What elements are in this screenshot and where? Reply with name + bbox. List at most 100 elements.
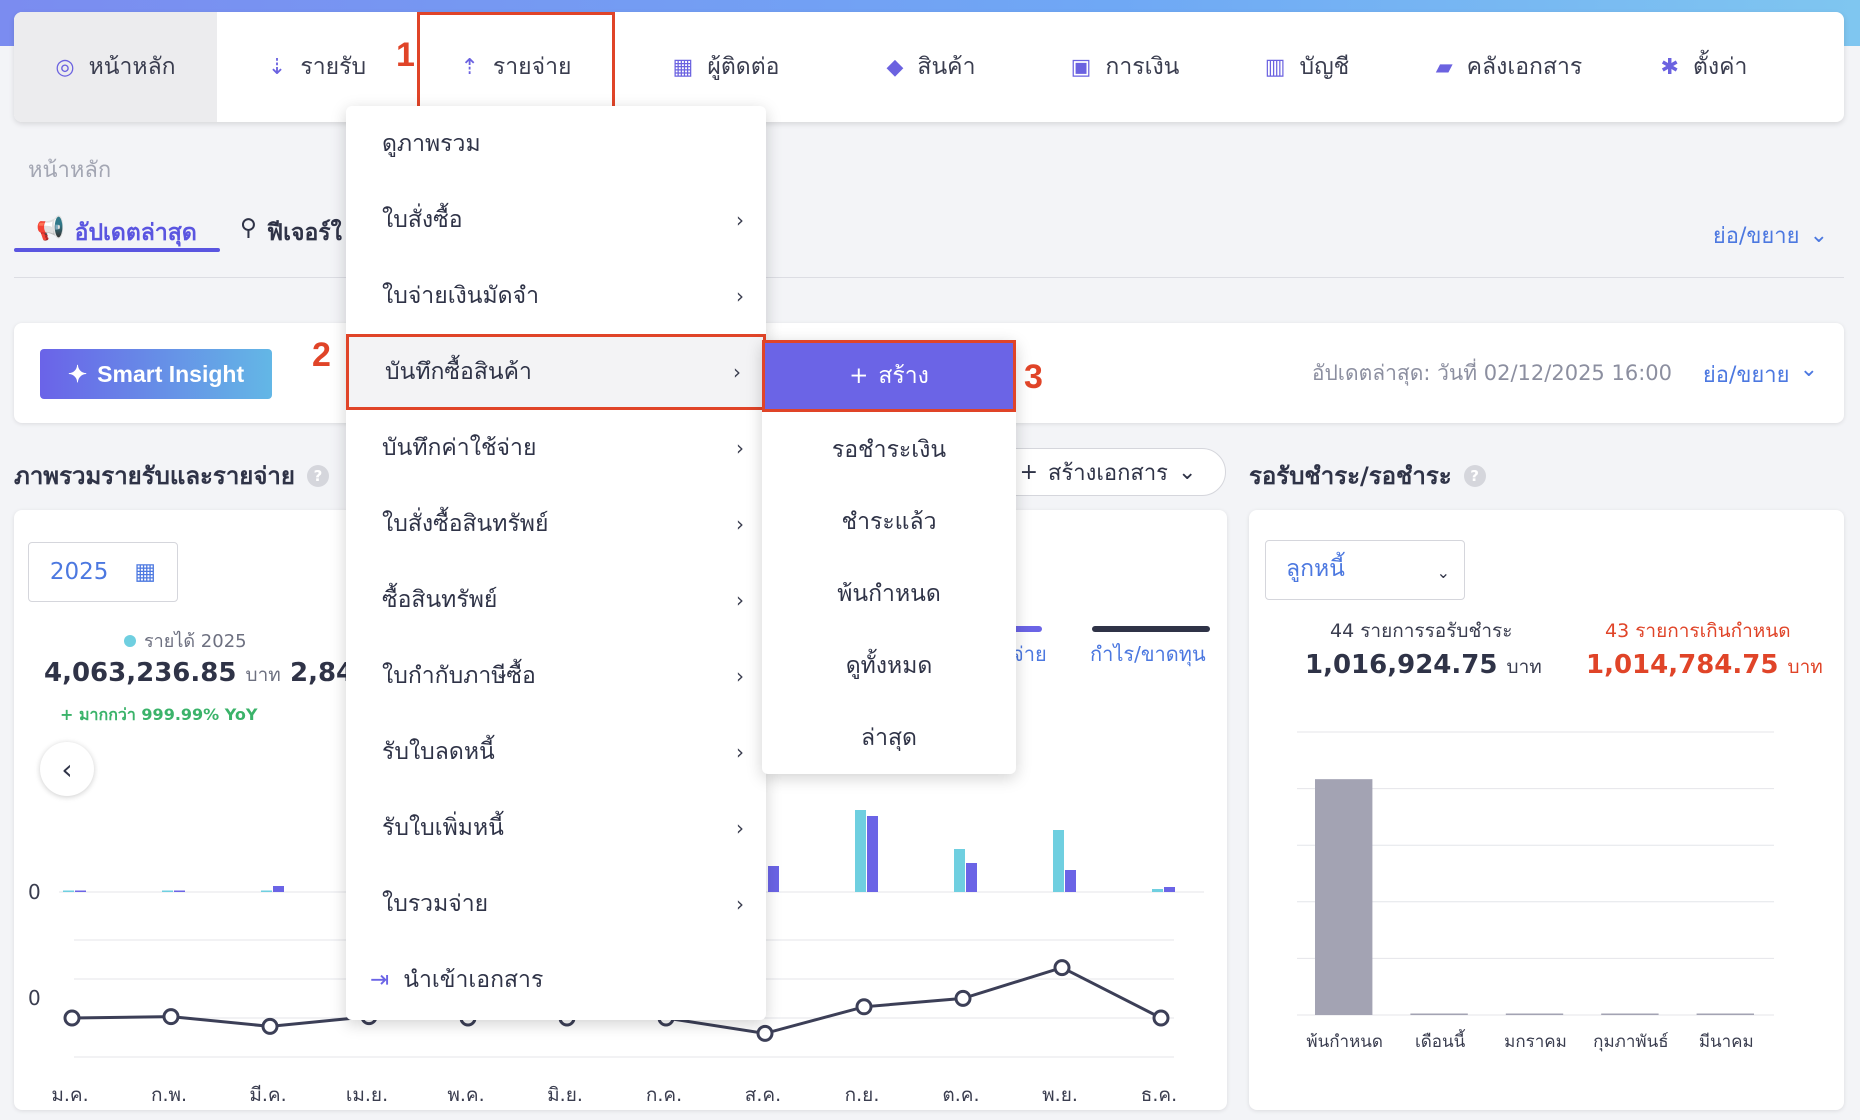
- tab-updates[interactable]: 📢 อัปเดตล่าสุด: [36, 215, 197, 251]
- y-tick-label: 0: [28, 880, 41, 904]
- chevron-down-icon: ⌄: [1809, 223, 1828, 248]
- overview-title-text: ภาพรวมรายรับและรายจ่าย: [14, 462, 295, 490]
- nav-products[interactable]: ◆ สินค้า: [837, 12, 1025, 122]
- step-marker-2: 2: [312, 336, 331, 374]
- yoy-change: + มากกว่า 999.99% YoY: [60, 705, 258, 724]
- profit-point: [954, 989, 972, 1007]
- create-document-button[interactable]: + สร้างเอกสาร ⌄: [990, 448, 1226, 496]
- submenu-overdue[interactable]: พ้นกำหนด: [762, 558, 1016, 630]
- menu-item-deposit-payment[interactable]: ใบจ่ายเงินมัดจำ ›: [346, 258, 766, 334]
- chevron-right-icon: ›: [736, 740, 744, 764]
- y-tick-label: 0: [28, 986, 41, 1010]
- menu-item-label: ดูภาพรวม: [382, 131, 481, 157]
- collapse-toggle[interactable]: ย่อ/ขยาย ⌄: [1713, 218, 1828, 253]
- magic-wand-icon: ✦: [67, 360, 88, 387]
- receivable-card: ลูกหนี้ ⌄ 44 รายการรอรับชำระ 1,016,924.7…: [1249, 510, 1844, 1110]
- menu-item-purchase-order[interactable]: ใบสั่งซื้อ ›: [346, 182, 766, 258]
- insight-collapse-toggle[interactable]: ย่อ/ขยาย ⌄: [1703, 357, 1818, 392]
- debtor-select-value: ลูกหนี้: [1286, 556, 1345, 582]
- menu-item-combined-payment[interactable]: ใบรวมจ่าย ›: [346, 866, 766, 942]
- submenu-create-button[interactable]: + สร้าง: [762, 340, 1016, 412]
- expense-legend-label: จ่าย: [1012, 642, 1047, 666]
- nav-finance[interactable]: ▣ การเงิน: [1025, 12, 1225, 122]
- nav-documents[interactable]: ▰ คลังเอกสาร: [1389, 12, 1629, 122]
- nav-label: คลังเอกสาร: [1466, 54, 1583, 80]
- profit-point: [1152, 1009, 1170, 1027]
- menu-item-label: ใบสั่งซื้อสินทรัพย์: [382, 511, 549, 537]
- x-tick-label: มกราคม: [1504, 1032, 1567, 1052]
- menu-item-purchase-record[interactable]: บันทึกซื้อสินค้า ›: [346, 334, 766, 410]
- submenu-label: ชำระแล้ว: [841, 509, 937, 535]
- submenu-awaiting-payment[interactable]: รอชำระเงิน: [762, 414, 1016, 486]
- tab-features[interactable]: ⚲ ฟีเจอร์ใ: [240, 215, 342, 251]
- nav-settings[interactable]: ✱ ตั้งค่า: [1629, 12, 1779, 122]
- smart-insight-button[interactable]: ✦ Smart Insight: [40, 349, 272, 399]
- smart-insight-label: Smart Insight: [97, 360, 245, 387]
- x-tick-label: พ้นกำหนด: [1306, 1032, 1383, 1052]
- nav-home[interactable]: ◎ หน้าหลัก: [14, 12, 217, 122]
- nav-label: รายจ่าย: [492, 54, 572, 80]
- submenu-latest[interactable]: ล่าสุด: [762, 702, 1016, 774]
- menu-item-overview[interactable]: ดูภาพรวม: [346, 106, 766, 182]
- expense-icon: ⇡: [460, 54, 479, 80]
- expense-dropdown-menu: ดูภาพรวม ใบสั่งซื้อ › ใบจ่ายเงินมัดจำ › …: [346, 106, 766, 1020]
- nav-label: ตั้งค่า: [1692, 54, 1748, 80]
- step-marker-3: 3: [1024, 358, 1043, 396]
- nav-income[interactable]: ⇣ รายรับ: [217, 12, 417, 122]
- x-tick-label: ส.ค.: [745, 1084, 781, 1106]
- dashboard-icon: ◎: [55, 54, 75, 80]
- chevron-right-icon: ›: [736, 208, 744, 232]
- help-icon[interactable]: ?: [306, 464, 329, 487]
- overview-title: ภาพรวมรายรับและรายจ่าย ?: [14, 456, 329, 495]
- x-tick-label: ม.ค.: [51, 1084, 88, 1106]
- x-tick-label: เดือนนี้: [1415, 1029, 1466, 1052]
- x-tick-label: พ.ย.: [1042, 1084, 1078, 1106]
- menu-item-asset-purchase[interactable]: ซื้อสินทรัพย์ ›: [346, 562, 766, 638]
- x-tick-label: มี.ค.: [249, 1084, 286, 1106]
- money-icon: ▣: [1070, 54, 1092, 80]
- nav-label: หน้าหลัก: [88, 54, 176, 80]
- menu-item-import-document[interactable]: ⇥ นำเข้าเอกสาร: [346, 942, 766, 1018]
- menu-item-expense-record[interactable]: บันทึกค่าใช้จ่าย ›: [346, 410, 766, 486]
- nav-contacts[interactable]: ▦ ผู้ติดต่อ: [615, 12, 837, 122]
- chevron-right-icon: ›: [736, 284, 744, 308]
- menu-item-credit-note[interactable]: รับใบลดหนี้ ›: [346, 714, 766, 790]
- overdue-total: 1,014,784.75 บาท: [1586, 650, 1823, 682]
- menu-item-asset-order[interactable]: ใบสั่งซื้อสินทรัพย์ ›: [346, 486, 766, 562]
- menu-item-label: ซื้อสินทรัพย์: [382, 587, 498, 613]
- bar-expense: [1164, 887, 1175, 892]
- menu-item-purchase-tax-invoice[interactable]: ใบกำกับภาษีซื้อ ›: [346, 638, 766, 714]
- overdue-value: 1,014,784.75: [1586, 650, 1779, 680]
- year-value: 2025: [49, 559, 109, 585]
- help-icon[interactable]: ?: [1463, 464, 1486, 487]
- profit-point: [63, 1009, 81, 1027]
- year-select[interactable]: 2025 ▦: [28, 542, 178, 602]
- chevron-right-icon: ›: [736, 588, 744, 612]
- menu-item-label: รับใบเพิ่มหนี้: [382, 815, 504, 841]
- chevron-right-icon: ›: [736, 664, 744, 688]
- submenu-view-all[interactable]: ดูทั้งหมด: [762, 630, 1016, 702]
- submenu-paid[interactable]: ชำระแล้ว: [762, 486, 1016, 558]
- menu-item-label: ใบจ่ายเงินมัดจำ: [382, 283, 540, 309]
- income-value: 4,063,236.85: [44, 658, 237, 688]
- bar-income: [63, 890, 74, 892]
- profit-point: [162, 1008, 180, 1026]
- bar-income: [1152, 889, 1163, 892]
- nav-accounting[interactable]: ▥ บัญชี: [1225, 12, 1389, 122]
- chevron-down-icon: ⌄: [1178, 459, 1197, 485]
- chevron-right-icon: ›: [736, 512, 744, 536]
- menu-item-label: ใบสั่งซื้อ: [382, 207, 463, 233]
- product-box-icon: ◆: [886, 54, 904, 80]
- income-total: 4,063,236.85 บาท: [44, 658, 281, 690]
- menu-item-label: บันทึกค่าใช้จ่าย: [382, 435, 537, 461]
- toggle-label: ย่อ/ขยาย: [1702, 363, 1790, 388]
- nav-label: ผู้ติดต่อ: [707, 54, 780, 80]
- chart-prev-button[interactable]: ‹: [40, 742, 94, 796]
- menu-item-debit-note[interactable]: รับใบเพิ่มหนี้ ›: [346, 790, 766, 866]
- nav-label: การเงิน: [1105, 54, 1180, 80]
- active-tab-underline: [14, 248, 220, 252]
- x-tick-label: ต.ค.: [942, 1084, 979, 1106]
- menu-item-label: นำเข้าเอกสาร: [403, 967, 544, 993]
- debtor-select[interactable]: ลูกหนี้ ⌄: [1265, 540, 1465, 600]
- receivable-bar: [1696, 1013, 1754, 1015]
